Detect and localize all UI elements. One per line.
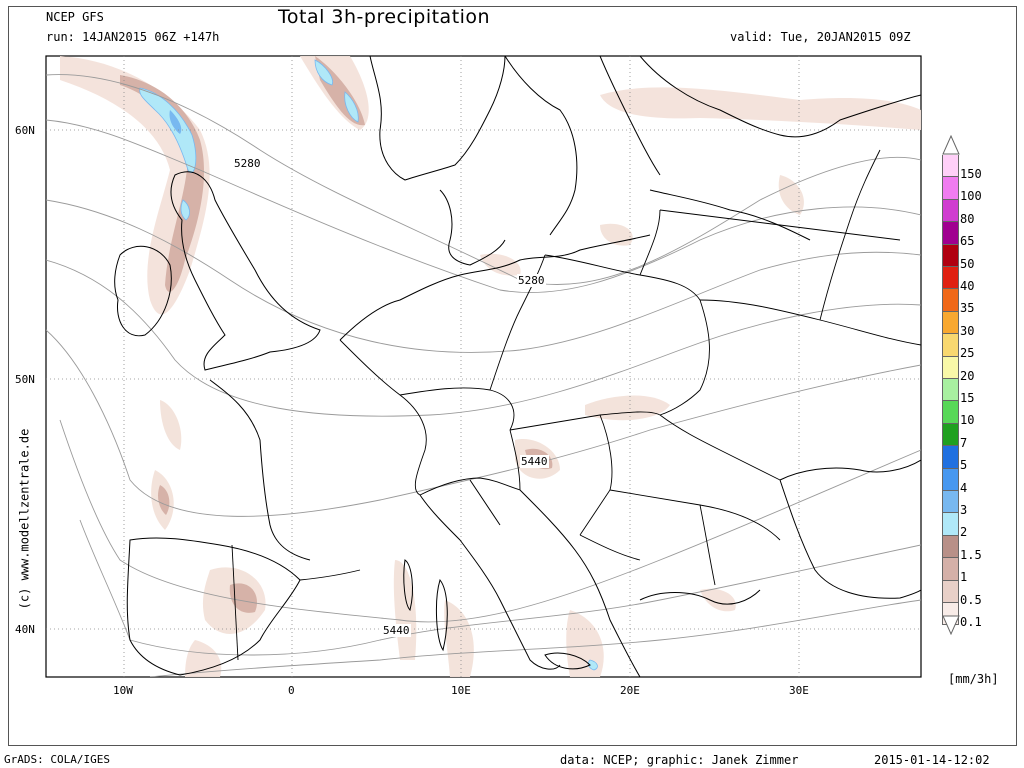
legend-level: 20 [942, 356, 1022, 383]
legend-level: 1.5 [942, 535, 1022, 562]
model-name: NCEP GFS [46, 10, 104, 24]
valid-time: valid: Tue, 20JAN2015 09Z [730, 30, 911, 44]
legend-label: 20 [960, 368, 975, 383]
legend-label: 150 [960, 167, 982, 181]
legend-label: 80 [960, 211, 975, 226]
legend-label: 1 [960, 570, 968, 585]
footer-timestamp: 2015-01-14-12:02 [874, 753, 990, 767]
legend-level: 35 [942, 289, 1022, 315]
legend-swatch [942, 177, 959, 200]
legend-swatch [942, 379, 959, 402]
contour-label: 5440 [520, 455, 549, 468]
page-title: Total 3h-precipitation [278, 6, 491, 28]
lat-label: 60N [15, 124, 35, 137]
legend-level: 4 [942, 468, 1022, 495]
precip-blue-core [169, 110, 182, 134]
legend-swatch [942, 513, 959, 536]
legend-level: 1 [942, 558, 1022, 584]
geopotential-contours [46, 74, 921, 677]
legend-level: 80 [942, 199, 1022, 226]
legend-swatch [942, 401, 959, 424]
legend-label: 0.1 [960, 615, 982, 629]
lon-label: 20E [620, 684, 640, 697]
legend-unit: [mm/3h] [948, 672, 999, 686]
legend-label: 65 [960, 234, 975, 249]
legend-level: 50 [942, 244, 1022, 271]
precip-blue [139, 59, 598, 671]
legend-label: 2 [960, 525, 968, 540]
lat-label: 50N [15, 373, 35, 386]
legend-swatch [942, 356, 959, 379]
legend-label: 3 [960, 503, 968, 517]
country-borders [231, 149, 921, 661]
legend-label: 30 [960, 323, 975, 338]
legend-level: 65 [942, 222, 1022, 248]
legend-level: 30 [942, 311, 1022, 338]
legend-label: 10 [960, 413, 975, 428]
legend-swatch [942, 535, 959, 559]
legend-label: 7 [960, 435, 968, 450]
legend-level: 0.5 [942, 580, 1022, 607]
legend-label: 25 [960, 346, 975, 361]
run-info: run: 14JAN2015 06Z +147h [46, 30, 220, 44]
legend-level: 40 [942, 267, 1022, 293]
legend-level: 5 [942, 446, 1022, 472]
legend-swatch [942, 580, 959, 603]
side-credit: (c) www.modellzentrale.de [17, 428, 32, 610]
lon-label: 10W [113, 684, 133, 697]
legend-swatch [942, 267, 959, 290]
legend-swatch [942, 155, 959, 178]
lon-label: 10E [451, 684, 471, 697]
figure-frame [8, 6, 1017, 746]
legend-label: 50 [960, 256, 975, 271]
legend-label: 35 [960, 301, 975, 316]
legend-swatch [942, 334, 959, 357]
legend-swatch [942, 446, 959, 469]
legend-swatch [942, 491, 959, 514]
legend-swatch [942, 199, 959, 223]
legend-label: 1.5 [960, 547, 982, 562]
legend-label: 100 [960, 189, 982, 204]
legend-swatch [942, 468, 959, 491]
lon-label: 30E [789, 684, 809, 697]
footer-data-credit: data: NCEP; graphic: Janek Zimmer [560, 753, 799, 767]
legend-level: 100 [942, 177, 1022, 203]
legend-level: 3 [942, 491, 1022, 517]
legend-swatch [942, 222, 959, 245]
legend-swatch [942, 558, 959, 581]
legend-bottom-arrow [942, 615, 960, 635]
legend-label: 15 [960, 391, 975, 405]
legend-level: 10 [942, 401, 1022, 427]
legend-label: 40 [960, 279, 975, 293]
contour-label: 5280 [233, 157, 262, 170]
contour-label: 5280 [517, 274, 546, 287]
legend-swatch [942, 289, 959, 312]
coastlines [114, 56, 921, 677]
legend-label: 0.5 [960, 592, 982, 607]
legend-label: 4 [960, 480, 968, 495]
legend-swatch [942, 311, 959, 335]
contour-label: 5440 [382, 624, 411, 637]
legend-swatch [942, 423, 959, 447]
legend-swatch [942, 244, 959, 267]
legend-label: 5 [960, 458, 968, 473]
legend-level: 15 [942, 379, 1022, 405]
legend-level: 25 [942, 334, 1022, 360]
lon-label: 0 [288, 684, 295, 697]
legend-top-arrow [942, 135, 960, 155]
legend-level: 150 [942, 155, 1022, 181]
legend-level: 7 [942, 423, 1022, 450]
lat-label: 40N [15, 623, 35, 636]
footer-grads: GrADS: COLA/IGES [4, 753, 110, 766]
legend-level: 2 [942, 513, 1022, 539]
